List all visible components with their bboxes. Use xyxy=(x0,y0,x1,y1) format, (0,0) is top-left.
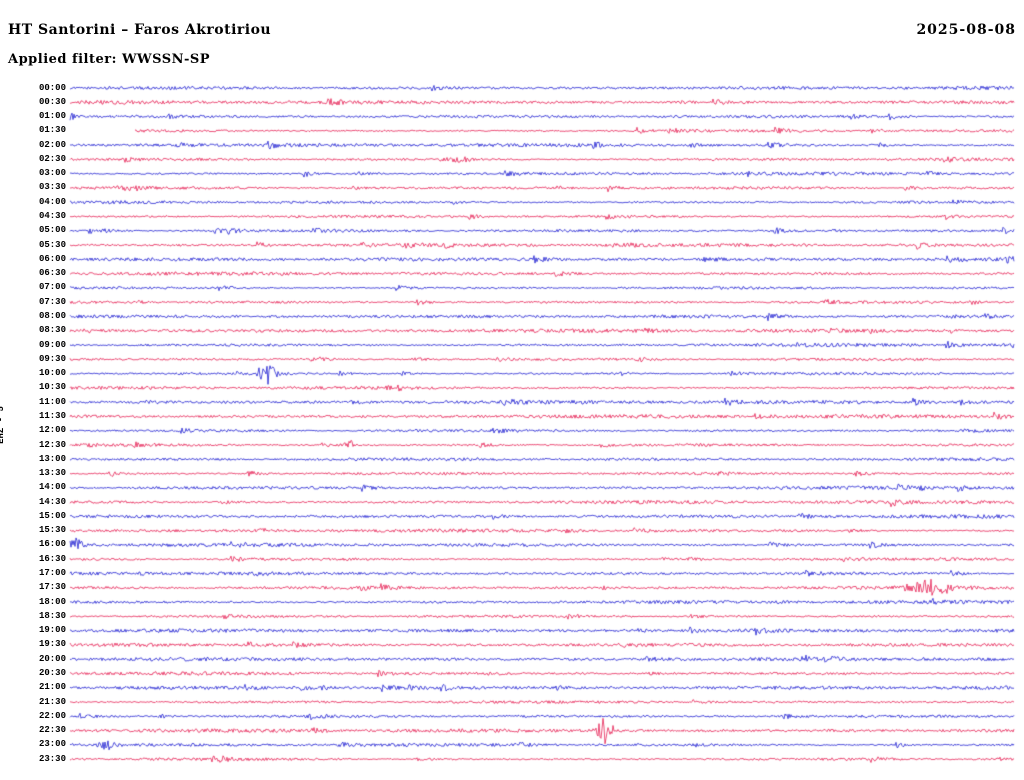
helicorder-traces-canvas xyxy=(0,0,1024,780)
